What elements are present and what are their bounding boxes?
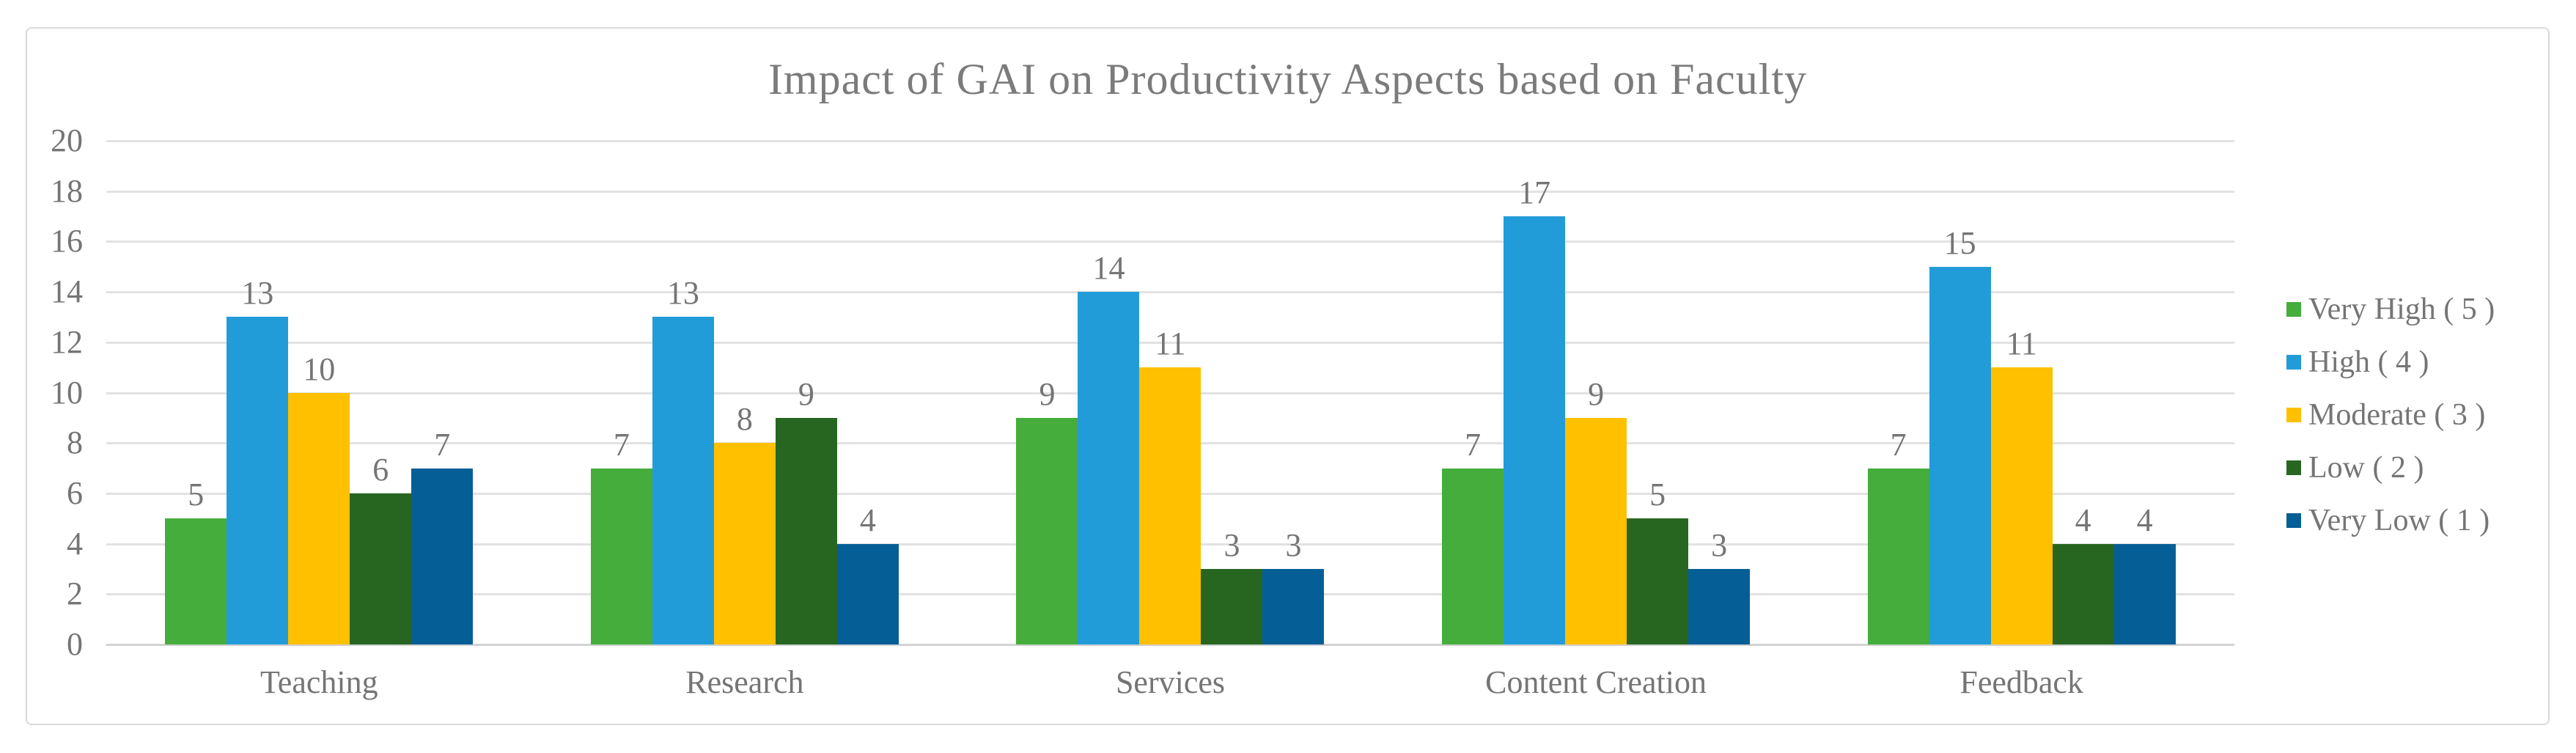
x-axis-line <box>106 644 2234 646</box>
bar-moderate: 11 <box>1990 328 2053 644</box>
bar-high: 15 <box>1929 227 1991 644</box>
bar-group-content-creation: 7 17 9 5 3 <box>1383 141 1809 644</box>
data-label: 8 <box>736 401 753 438</box>
bar-moderate: 9 <box>1565 378 1627 644</box>
gridline <box>106 190 2234 193</box>
bar-high: 17 <box>1504 177 1566 644</box>
bar-group-teaching: 5 13 10 6 7 <box>106 141 532 644</box>
data-label: 4 <box>2075 502 2091 538</box>
data-label: 4 <box>859 502 876 538</box>
legend-color-swatch <box>2286 355 2301 370</box>
legend-label: Very High ( 5 ) <box>2308 293 2495 326</box>
bar-very-high: 7 <box>1867 428 1929 644</box>
y-axis-tick-label: 6 <box>67 474 83 511</box>
y-axis-tick-label: 8 <box>67 425 83 461</box>
data-label: 7 <box>1465 426 1482 463</box>
gridline <box>106 291 2234 294</box>
legend-color-swatch <box>2286 513 2301 528</box>
category-label-content-creation: Content Creation <box>1485 664 1707 700</box>
bar-high: 13 <box>227 277 289 644</box>
bar-groups: 5 13 10 6 7 7 13 8 9 4 9 14 11 3 3 7 17 9 5 3 7 15 11 4 4 <box>106 141 2234 644</box>
gridline <box>106 240 2234 243</box>
legend-label: Moderate ( 3 ) <box>2308 398 2486 432</box>
bar-low: 4 <box>2052 504 2114 644</box>
y-axis-tick-label: 4 <box>67 525 83 562</box>
data-label: 7 <box>1890 426 1907 463</box>
gridline <box>106 341 2234 344</box>
bar-low: 9 <box>775 378 837 644</box>
category-label-teaching: Teaching <box>260 664 378 700</box>
y-axis-tick-label: 0 <box>67 626 83 662</box>
data-label: 17 <box>1518 175 1551 211</box>
data-label: 10 <box>303 350 336 387</box>
category-label-services: Services <box>1115 664 1226 700</box>
y-axis-tick-label: 10 <box>51 374 83 411</box>
y-axis-tick-label: 18 <box>51 172 83 209</box>
data-label: 11 <box>1155 326 1186 362</box>
bar-group-research: 7 13 8 9 4 <box>532 141 958 644</box>
legend-item-high: High ( 4 ) <box>2286 336 2495 389</box>
bar-high: 14 <box>1078 252 1140 644</box>
legend-item-very-low: Very Low ( 1 ) <box>2286 494 2495 547</box>
data-label: 9 <box>798 375 814 412</box>
y-axis-tick-label: 16 <box>51 223 83 260</box>
bar-very-low: 3 <box>1262 529 1325 644</box>
bar-very-low: 4 <box>836 504 899 644</box>
data-label: 3 <box>1711 526 1728 563</box>
data-label: 9 <box>1588 375 1605 412</box>
data-label: 3 <box>1223 526 1240 563</box>
bar-group-feedback: 7 15 11 4 4 <box>1808 141 2234 644</box>
bar-very-low: 3 <box>1688 529 1751 644</box>
bar-very-high: 7 <box>1442 428 1504 644</box>
legend-color-swatch <box>2286 408 2301 422</box>
bar-very-high: 9 <box>1016 378 1078 644</box>
y-axis-tick-label: 2 <box>67 576 83 612</box>
data-label: 7 <box>613 426 630 463</box>
chart-card: Impact of GAI on Productivity Aspects ba… <box>26 27 2550 725</box>
legend: Very High ( 5 ) High ( 4 ) Moderate ( 3 ) L… <box>2286 283 2495 547</box>
data-label: 13 <box>241 275 274 312</box>
bar-group-services: 9 14 11 3 3 <box>957 141 1383 644</box>
legend-label: Low ( 2 ) <box>2308 451 2424 485</box>
bar-moderate: 8 <box>713 403 776 644</box>
data-label: 11 <box>2006 326 2037 362</box>
bar-high: 13 <box>652 277 714 644</box>
data-label: 14 <box>1092 250 1125 287</box>
bar-moderate: 11 <box>1139 328 1201 644</box>
y-axis-tick-label: 20 <box>51 122 83 158</box>
gridline <box>106 140 2234 142</box>
data-label: 13 <box>666 275 699 312</box>
legend-item-low: Low ( 2 ) <box>2286 441 2495 494</box>
data-label: 15 <box>1943 224 1976 261</box>
x-axis-labels: Teaching Research Services Content Creation… <box>106 664 2234 701</box>
legend-item-moderate: Moderate ( 3 ) <box>2286 389 2495 441</box>
legend-label: Very Low ( 1 ) <box>2308 504 2490 537</box>
plot-area: 0 2 4 6 8 10 12 14 16 18 20 5 13 10 6 7 7 13 8 9 4 9 14 11 3 3 7 17… <box>51 122 2234 662</box>
y-axis-tick-label: 14 <box>51 273 83 310</box>
data-label: 4 <box>2136 502 2153 538</box>
legend-color-swatch <box>2286 302 2301 317</box>
data-label: 3 <box>1285 526 1302 563</box>
bar-very-low: 4 <box>2113 504 2176 644</box>
bar-low: 6 <box>350 453 412 644</box>
y-axis-tick-label: 12 <box>51 323 83 360</box>
bar-very-high: 7 <box>590 428 652 644</box>
data-label: 9 <box>1039 375 1056 412</box>
legend-item-very-high: Very High ( 5 ) <box>2286 283 2495 336</box>
data-label: 6 <box>372 451 389 488</box>
category-label-research: Research <box>685 664 804 700</box>
bar-moderate: 10 <box>288 353 350 644</box>
data-label: 7 <box>434 426 451 463</box>
legend-label: High ( 4 ) <box>2308 345 2429 379</box>
bar-very-high: 5 <box>165 479 227 644</box>
category-label-feedback: Feedback <box>1959 664 2083 700</box>
bar-very-low: 7 <box>411 428 474 644</box>
legend-color-swatch <box>2286 460 2301 475</box>
data-label: 5 <box>1649 477 1666 513</box>
bar-low: 3 <box>1201 529 1263 644</box>
data-label: 5 <box>188 477 205 513</box>
bar-low: 5 <box>1627 479 1689 644</box>
chart-title: Impact of GAI on Productivity Aspects ba… <box>768 55 1808 103</box>
